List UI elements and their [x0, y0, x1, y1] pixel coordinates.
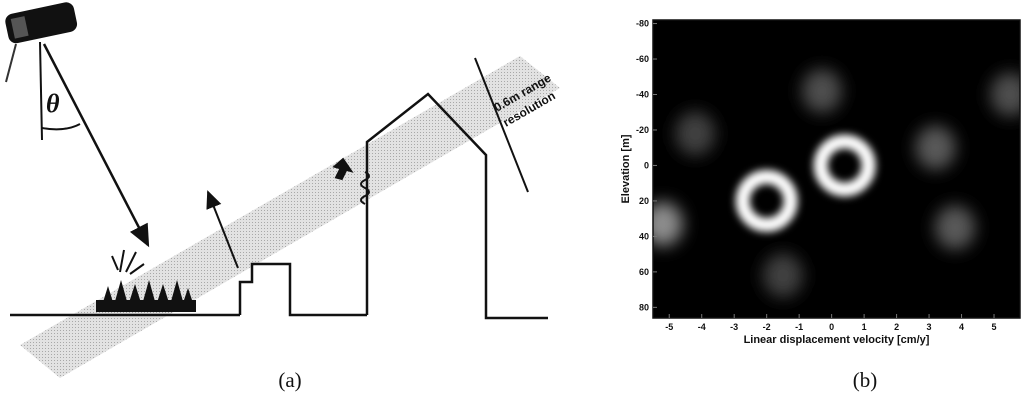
heatmap-blob-peak — [935, 205, 976, 250]
heatmap-ring-peak — [735, 169, 798, 232]
heatmap-ring-peak — [813, 134, 876, 197]
heatmap-blob-peak — [675, 111, 716, 156]
heatmap-blob-peak — [653, 201, 683, 246]
y-tick-label: 20 — [639, 196, 649, 206]
heatmap-blob-peak — [801, 68, 842, 113]
y-tick-label: 40 — [639, 231, 649, 241]
panel-a-diagram: θ 0.6m range resolution — [5, 2, 560, 392]
heatmap-blob-peak — [990, 72, 1020, 117]
heatmap-blob-peak — [762, 253, 803, 298]
range-width-indicator — [474, 57, 529, 193]
scatterer-zigzag — [360, 171, 370, 205]
line-of-sight-arrow — [42, 43, 150, 248]
vertical-reference-line — [39, 41, 43, 141]
y-tick-label: -20 — [636, 125, 649, 135]
theta-symbol: θ — [46, 89, 60, 118]
x-tick-label: -2 — [763, 322, 771, 332]
low-building-outline — [238, 262, 367, 317]
range-resolution-band — [20, 56, 560, 378]
x-tick-label: 0 — [829, 322, 834, 332]
y-tick-label: 80 — [639, 302, 649, 312]
normal-arrow — [206, 190, 239, 269]
panel-b-caption: (b) — [852, 368, 878, 392]
tall-building-outline — [365, 92, 548, 320]
tomography-heatmap: -5 -4 -3 -2 -1 0 1 2 3 4 5 -80 -60 -40 -20 0 20 40 60 80 Lin… — [620, 19, 1021, 346]
x-tick-label: 4 — [959, 322, 964, 332]
y-tick-label: -60 — [636, 54, 649, 64]
x-tick-label: -3 — [730, 322, 738, 332]
trees-icon — [96, 280, 196, 312]
up-arrow-icon — [332, 157, 354, 181]
angle-arc — [41, 123, 81, 131]
scattering-sparkle-icon — [111, 249, 145, 275]
x-tick-label: -1 — [795, 322, 803, 332]
heatmap-peaks — [653, 68, 1020, 298]
x-tick-label: -4 — [698, 322, 706, 332]
panel-b-chart: -5 -4 -3 -2 -1 0 1 2 3 4 5 -80 -60 -40 -20 0 20 40 60 80 Lin… — [600, 0, 1029, 403]
x-tick-label: 5 — [992, 322, 997, 332]
panel-a-caption: (a) — [278, 368, 302, 392]
x-tick-label: 3 — [927, 322, 932, 332]
plot-background — [653, 20, 1020, 318]
y-tick-label: 60 — [639, 267, 649, 277]
y-tick-label: -80 — [636, 19, 649, 29]
sar-geometry-diagram: θ 0.6m range resolution — [5, 2, 560, 378]
y-tick-label: 0 — [644, 160, 649, 170]
x-axis-label: Linear displacement velocity [cm/y] — [744, 334, 930, 346]
heatmap-blob-peak — [915, 125, 956, 170]
satellite-icon — [5, 2, 78, 83]
plot-frame — [652, 19, 1021, 319]
x-tick-label: 1 — [862, 322, 867, 332]
y-tick-label: -40 — [636, 90, 649, 100]
x-tick-label: 2 — [894, 322, 899, 332]
y-axis-label: Elevation [m] — [620, 134, 632, 203]
x-tick-label: -5 — [665, 322, 673, 332]
